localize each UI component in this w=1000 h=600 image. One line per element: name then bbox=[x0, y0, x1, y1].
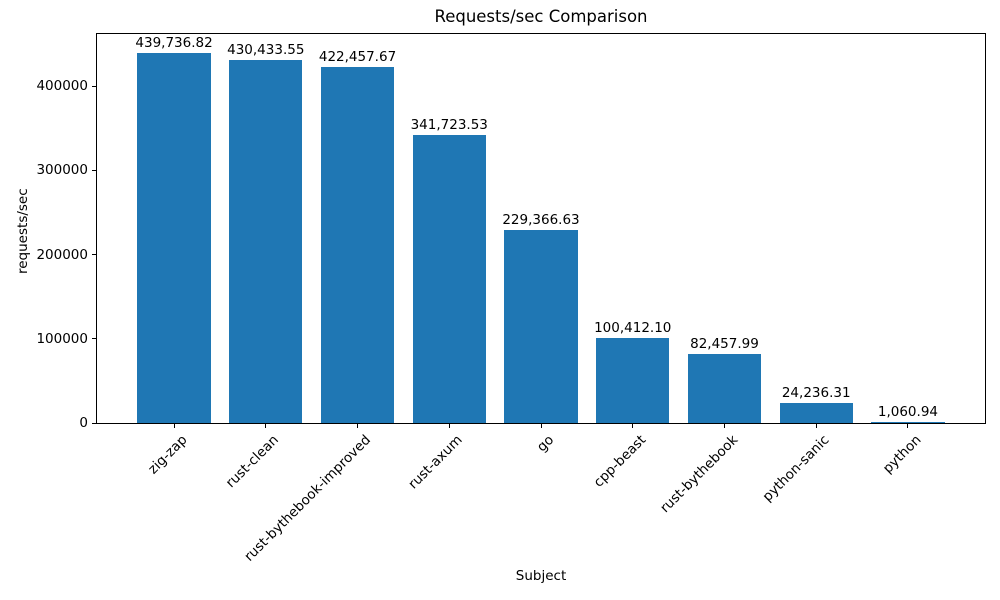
x-tick bbox=[540, 424, 542, 428]
bar-value-label: 82,457.99 bbox=[690, 335, 759, 352]
x-tick bbox=[265, 424, 267, 428]
bar-value-label: 24,236.31 bbox=[781, 384, 851, 401]
plot-area: 439,736.82 430,433.55 422,457.67 341,723.53… bbox=[96, 33, 986, 424]
x-tick bbox=[357, 424, 359, 428]
x-tick bbox=[907, 424, 909, 428]
x-tick-label: rust-clean bbox=[222, 432, 283, 492]
y-tick-label: 300000 bbox=[36, 162, 88, 179]
bar-value-label: 229,366.63 bbox=[502, 211, 580, 228]
y-tick bbox=[92, 85, 96, 87]
bar-value-label: 341,723.53 bbox=[410, 117, 488, 134]
bar-rust-clean bbox=[229, 60, 303, 423]
x-tick-label: rust-axum bbox=[405, 432, 466, 493]
x-axis-label: Subject bbox=[515, 568, 567, 584]
x-tick bbox=[632, 424, 634, 428]
x-tick-label: python bbox=[879, 432, 925, 477]
bar-rust-axum bbox=[412, 135, 486, 423]
bar-go bbox=[504, 229, 578, 423]
x-tick-label: python-sanic bbox=[759, 432, 833, 505]
bar-value-label: 439,736.82 bbox=[135, 34, 213, 51]
y-tick bbox=[92, 422, 96, 424]
bar-rust-bythebook bbox=[687, 353, 762, 423]
bar-python bbox=[871, 422, 945, 423]
y-axis-label: requests/sec bbox=[15, 187, 31, 274]
x-tick-label: rust-bythebook bbox=[656, 432, 741, 517]
bar-zig-zap bbox=[137, 52, 211, 423]
bar-value-label: 100,412.10 bbox=[594, 320, 672, 337]
y-tick bbox=[92, 169, 96, 171]
x-tick bbox=[815, 424, 817, 428]
y-tick-label: 200000 bbox=[36, 246, 88, 263]
chart-title: Requests/sec Comparison bbox=[434, 7, 648, 26]
x-tick-label: zig-zap bbox=[144, 432, 191, 478]
bar-value-label: 430,433.55 bbox=[227, 42, 305, 59]
x-tick bbox=[173, 424, 175, 428]
bar-value-label: 422,457.67 bbox=[318, 49, 397, 66]
bar-cpp-beast bbox=[596, 338, 670, 423]
x-tick-label: go bbox=[534, 432, 558, 456]
x-tick bbox=[448, 424, 450, 428]
y-tick-label: 0 bbox=[79, 415, 88, 431]
bar-value-label: 1,060.94 bbox=[877, 404, 938, 421]
x-tick-label: cpp-beast bbox=[590, 432, 650, 491]
y-tick-label: 100000 bbox=[36, 330, 88, 347]
bar-rust-bythebook-improved bbox=[320, 67, 395, 423]
y-tick-label: 400000 bbox=[36, 78, 88, 94]
x-tick bbox=[723, 424, 725, 428]
y-tick bbox=[92, 338, 96, 340]
bar-python-sanic bbox=[779, 402, 853, 423]
y-tick bbox=[92, 254, 96, 255]
